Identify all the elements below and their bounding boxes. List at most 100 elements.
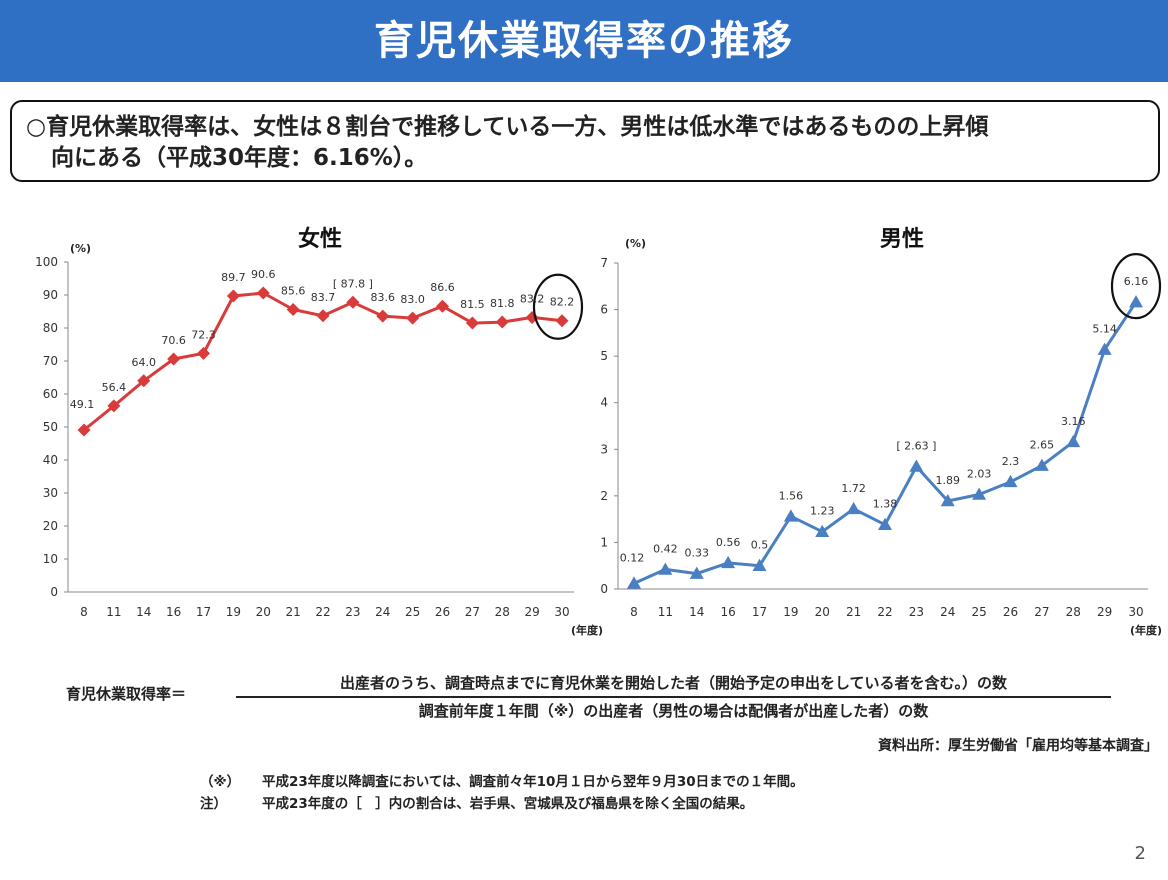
female-chart-x-tick-label: 19 xyxy=(226,605,241,619)
formula-fraction-line xyxy=(236,696,1111,698)
female-chart-data-label: 82.2 xyxy=(550,296,575,309)
male-chart-point xyxy=(658,562,673,575)
male-chart-y-tick-label: 0 xyxy=(600,582,608,596)
male-chart-y-tick-label: 6 xyxy=(600,303,608,317)
female-chart-point xyxy=(376,309,390,323)
female-chart-data-label: 90.6 xyxy=(251,268,276,281)
female-chart-x-tick-label: 16 xyxy=(166,605,181,619)
female-chart-point xyxy=(436,299,449,313)
male-chart-x-tick-label: 21 xyxy=(846,605,861,619)
female-chart-x-tick-label: 27 xyxy=(465,605,480,619)
female-chart-data-label: 83.2 xyxy=(520,292,545,305)
female-chart-point xyxy=(286,303,300,317)
male-chart-point xyxy=(1097,342,1112,355)
male-chart-y-unit: (%) xyxy=(625,237,646,250)
note-mark-1: （※） xyxy=(200,774,241,790)
female-chart-data-label: 86.6 xyxy=(430,281,455,294)
male-chart-point xyxy=(846,501,861,515)
male-chart-point xyxy=(909,459,924,472)
male-chart-x-tick-label: 26 xyxy=(1003,605,1018,619)
female-chart-point xyxy=(316,309,330,323)
male-chart-y-tick-label: 7 xyxy=(600,256,608,270)
male-chart-point xyxy=(721,555,736,569)
female-chart-point xyxy=(137,374,151,388)
female-chart-highlight-circle xyxy=(532,273,584,340)
male-chart-x-unit: (年度) xyxy=(1130,623,1162,637)
male-chart-x-tick-label: 16 xyxy=(720,605,735,619)
female-chart-y-tick-label: 60 xyxy=(43,387,58,401)
female-chart-data-label: 70.6 xyxy=(161,334,186,347)
male-chart-series-line xyxy=(633,301,1138,585)
male-chart-point xyxy=(940,493,955,507)
male-chart-x-tick-label: 20 xyxy=(815,605,830,619)
summary-line-1: ○育児休業取得率は、女性は８割台で推移している一方、男性は低水準ではあるものの上… xyxy=(26,114,989,140)
female-chart-y-tick-label: 80 xyxy=(43,321,58,335)
female-chart-y-tick-label: 10 xyxy=(43,552,58,566)
formula-label: 育児休業取得率＝ xyxy=(66,685,187,703)
female-chart-y-tick-label: 30 xyxy=(43,486,58,500)
male-chart-title: 男性 xyxy=(880,227,924,252)
female-chart-y-tick-label: 50 xyxy=(43,420,58,434)
female-chart-data-label: 83.6 xyxy=(371,291,396,304)
male-chart-x-tick-label: 27 xyxy=(1034,605,1049,619)
female-chart-x-tick-label: 20 xyxy=(256,605,271,619)
female-chart-data-label: 83.7 xyxy=(311,291,336,304)
male-chart-data-label: 0.33 xyxy=(685,547,710,560)
male-chart-point xyxy=(1034,458,1049,471)
male-chart-point xyxy=(783,509,798,522)
summary-line-2: 向にある（平成30年度：6.16%）。 xyxy=(51,145,428,171)
male-chart-data-label: 1.38 xyxy=(873,498,898,511)
male-chart-point xyxy=(972,487,987,500)
female-chart-y-tick-label: 20 xyxy=(43,519,58,533)
female-chart-point xyxy=(167,352,181,366)
female-chart-point xyxy=(495,315,509,329)
female-chart-data-label: 56.4 xyxy=(102,381,127,394)
female-chart-x-tick-label: 24 xyxy=(375,605,390,619)
female-chart-y-tick-label: 100 xyxy=(35,255,58,269)
note-text-2: 平成23年度の［ ］内の割合は、岩手県、宮城県及び福島県を除く全国の結果。 xyxy=(262,796,754,812)
male-chart-data-label: 0.56 xyxy=(716,536,741,549)
male-chart-data-label: 0.12 xyxy=(620,551,645,564)
page-number: 2 xyxy=(1134,843,1146,864)
female-chart-x-tick-label: 26 xyxy=(435,605,450,619)
female-chart-x-unit: (年度) xyxy=(571,623,603,637)
female-chart-y-tick-label: 40 xyxy=(43,453,58,467)
male-chart-y-tick-label: 4 xyxy=(600,396,608,410)
male-chart-point xyxy=(1066,434,1081,448)
female-chart-point xyxy=(226,289,240,303)
male-chart-data-label: 3.16 xyxy=(1061,415,1086,428)
male-chart-point xyxy=(815,524,830,537)
female-chart-point xyxy=(346,295,360,309)
male-chart-x-tick-label: 29 xyxy=(1097,605,1112,619)
male-chart-point xyxy=(1129,295,1143,308)
female-chart-x-tick-label: 21 xyxy=(285,605,300,619)
male-chart-highlight-circle xyxy=(1110,253,1162,320)
female-chart-data-label: 83.0 xyxy=(400,293,425,306)
female-chart-x-tick-label: 25 xyxy=(405,605,420,619)
summary-box: ○育児休業取得率は、女性は８割台で推移している一方、男性は低水準ではあるものの上… xyxy=(10,100,1160,182)
male-chart-x-tick-label: 19 xyxy=(783,605,798,619)
female-chart-x-tick-label: 22 xyxy=(315,605,330,619)
male-chart-data-label: 1.56 xyxy=(779,489,804,502)
male-chart-x-tick-label: 25 xyxy=(971,605,986,619)
female-chart-x-tick-label: 28 xyxy=(495,605,510,619)
male-chart-x-tick-label: 17 xyxy=(752,605,767,619)
female-chart-x-tick-label: 14 xyxy=(136,605,151,619)
female-chart-y-tick-label: 90 xyxy=(43,288,58,302)
male-chart-x-tick-label: 28 xyxy=(1066,605,1081,619)
male-chart-x-tick-label: 11 xyxy=(658,605,673,619)
male-chart-data-label: 2.3 xyxy=(1002,455,1020,468)
female-chart-data-label: 89.7 xyxy=(221,271,246,284)
male-chart-x-tick-label: 30 xyxy=(1128,605,1143,619)
male-chart-x-tick-label: 24 xyxy=(940,605,955,619)
note-text-1: 平成23年度以降調査においては、調査前々年10月１日から翌年９月30日までの１年… xyxy=(262,774,804,790)
title-bar: 育児休業取得率の推移 xyxy=(0,0,1168,82)
female-chart-data-label: [ 87.8 ] xyxy=(333,277,373,290)
female-chart-x-tick-label: 29 xyxy=(524,605,539,619)
page-title: 育児休業取得率の推移 xyxy=(374,18,794,64)
male-chart-data-label: 6.16 xyxy=(1124,275,1149,288)
male-chart-data-label: 1.72 xyxy=(841,482,866,495)
female-chart-point xyxy=(197,346,210,360)
female-chart-point xyxy=(465,316,479,330)
